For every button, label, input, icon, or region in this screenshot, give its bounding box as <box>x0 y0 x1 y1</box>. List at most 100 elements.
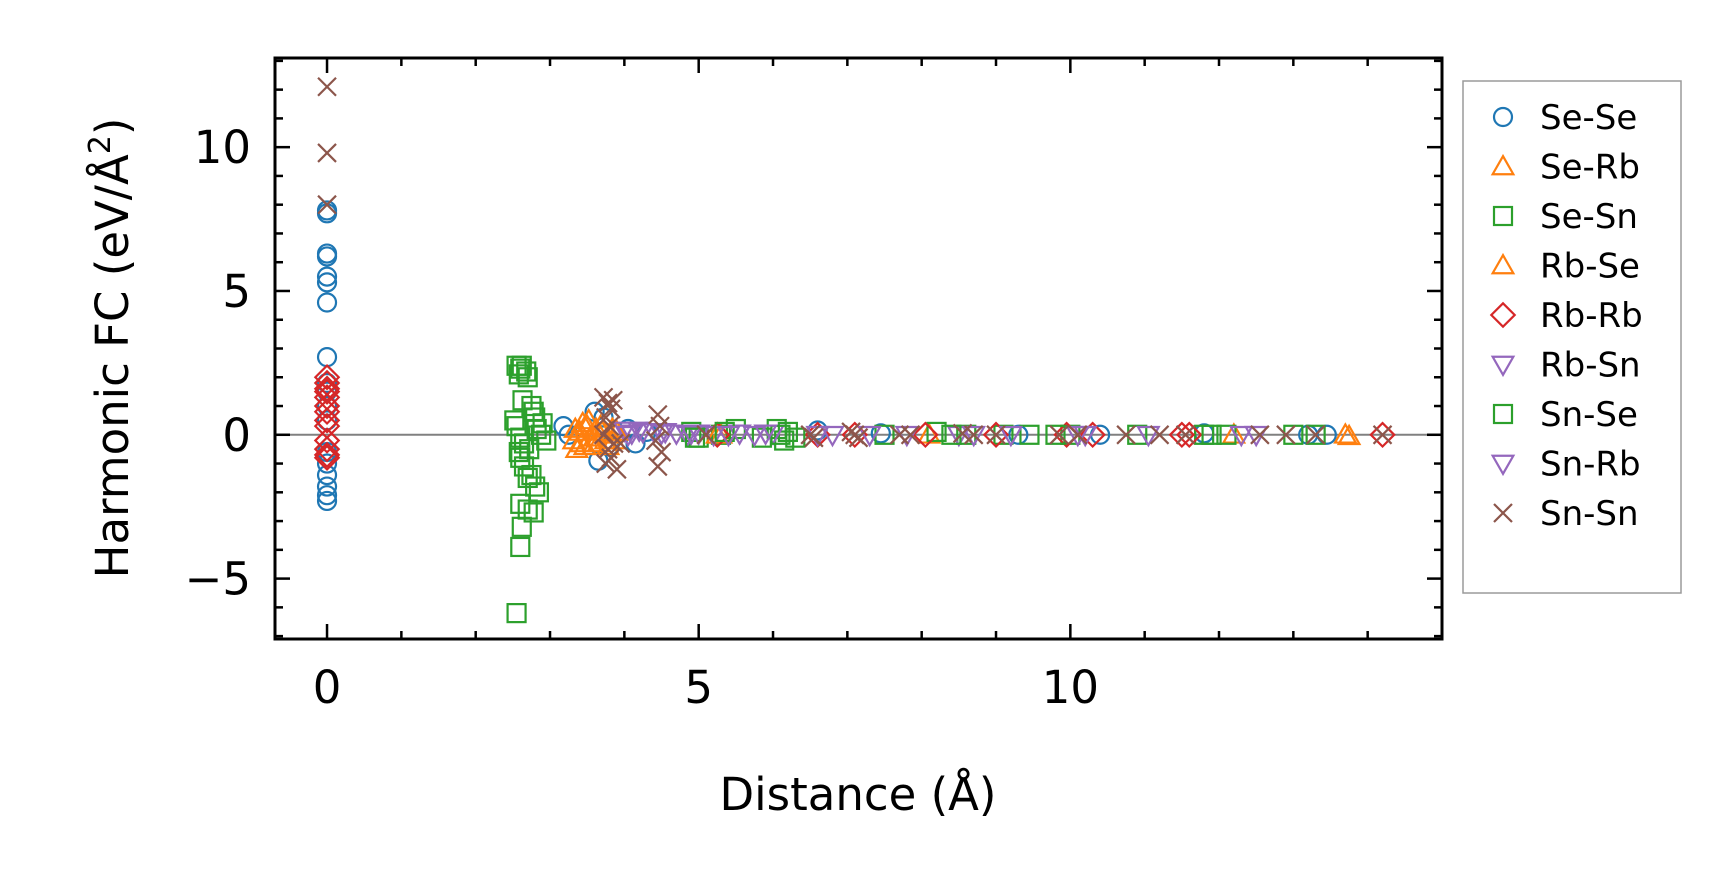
data-point <box>753 424 778 446</box>
data-point <box>1369 421 1396 449</box>
data-point <box>714 421 735 443</box>
data-point <box>1019 424 1040 445</box>
data-point <box>651 442 672 462</box>
legend-label: Rb-Se <box>1540 247 1640 287</box>
data-point <box>785 427 806 448</box>
data-point <box>998 425 1024 448</box>
legend-marker <box>1490 153 1516 176</box>
data-point <box>528 482 549 503</box>
data-point <box>912 421 939 449</box>
data-point <box>576 407 601 430</box>
data-point <box>1229 425 1254 448</box>
legend-label: Rb-Rb <box>1540 296 1643 336</box>
data-point <box>675 425 700 448</box>
y-tick-label: −5 <box>185 553 251 606</box>
legend-marker <box>1490 252 1516 275</box>
data-point <box>1068 425 1088 445</box>
data-point <box>511 355 532 376</box>
legend-label: Rb-Sn <box>1540 346 1641 386</box>
data-point <box>582 425 607 447</box>
data-point <box>1127 424 1148 445</box>
data-point <box>963 425 984 445</box>
legend-marker <box>1492 403 1514 425</box>
legend-marker <box>1492 205 1514 227</box>
data-point <box>1276 425 1296 445</box>
y-tick-label: 10 <box>194 121 251 174</box>
data-point <box>1049 425 1069 445</box>
data-point <box>593 425 614 445</box>
data-point <box>1333 422 1358 444</box>
data-point <box>316 453 338 474</box>
x-axis-title: Distance (Å) <box>720 768 997 821</box>
data-point <box>506 603 527 624</box>
data-point <box>804 427 824 448</box>
data-point <box>820 425 845 448</box>
data-point <box>316 246 338 267</box>
data-point <box>1149 425 1170 445</box>
plot-area <box>275 58 1442 639</box>
data-point <box>1175 425 1196 445</box>
data-point <box>1305 424 1326 445</box>
data-point <box>1336 423 1362 446</box>
legend-marker <box>1493 503 1513 523</box>
data-point <box>626 421 652 444</box>
data-point <box>517 467 538 489</box>
data-point <box>650 416 670 436</box>
series-sn-sn <box>317 76 1393 480</box>
data-point <box>1221 422 1247 444</box>
data-point <box>508 441 529 463</box>
data-point <box>316 272 338 293</box>
data-point <box>615 425 641 448</box>
data-point <box>1372 425 1393 445</box>
markers-layer <box>313 76 1396 624</box>
data-point <box>313 441 341 469</box>
data-point <box>313 444 341 472</box>
data-point <box>531 424 552 445</box>
data-point <box>313 364 341 391</box>
data-point <box>313 427 341 454</box>
data-point <box>648 456 668 477</box>
y-tick-label: 0 <box>222 409 251 462</box>
data-point <box>316 490 338 512</box>
data-point <box>1116 425 1136 445</box>
data-point <box>1283 424 1304 445</box>
tick-labels-layer: 0 5 10 −5 0 5 10 <box>185 121 1099 714</box>
data-point <box>316 485 338 506</box>
y-axis-title-main: Harmonic FC (eV/Å <box>86 154 139 578</box>
legend-frame <box>1462 80 1682 594</box>
data-point <box>857 425 882 448</box>
data-point <box>645 430 666 451</box>
legend-label: Se-Sn <box>1540 197 1638 237</box>
x-tick-label: 10 <box>1042 661 1099 714</box>
legend-label: Sn-Sn <box>1540 494 1639 534</box>
data-point <box>517 367 538 388</box>
data-point <box>316 266 338 287</box>
legend-label: Sn-Se <box>1540 395 1638 435</box>
data-point <box>900 425 921 445</box>
data-point <box>316 476 338 497</box>
series-rb-rb <box>313 364 1396 472</box>
data-point <box>504 410 525 431</box>
y-axis-title: Harmonic FC (eV/Å2) <box>83 118 139 579</box>
data-point <box>512 390 533 411</box>
x-tick-label: 0 <box>313 661 342 714</box>
data-point <box>716 425 741 448</box>
legend-marker <box>1490 454 1516 477</box>
data-point <box>696 425 716 445</box>
data-point <box>313 407 341 434</box>
data-point <box>926 421 947 443</box>
data-point <box>313 378 341 405</box>
data-point <box>1136 425 1161 448</box>
y-tick-label: 5 <box>222 265 251 318</box>
data-point <box>516 361 537 382</box>
data-point <box>595 453 616 474</box>
data-point <box>313 435 341 463</box>
data-point <box>956 424 977 445</box>
data-point <box>1008 424 1029 445</box>
y-axis-title-sup: 2 <box>83 135 118 154</box>
legend-label: Sn-Rb <box>1540 445 1641 485</box>
legend-marker <box>1489 301 1517 329</box>
legend-marker <box>1490 355 1516 378</box>
data-point <box>313 398 341 426</box>
